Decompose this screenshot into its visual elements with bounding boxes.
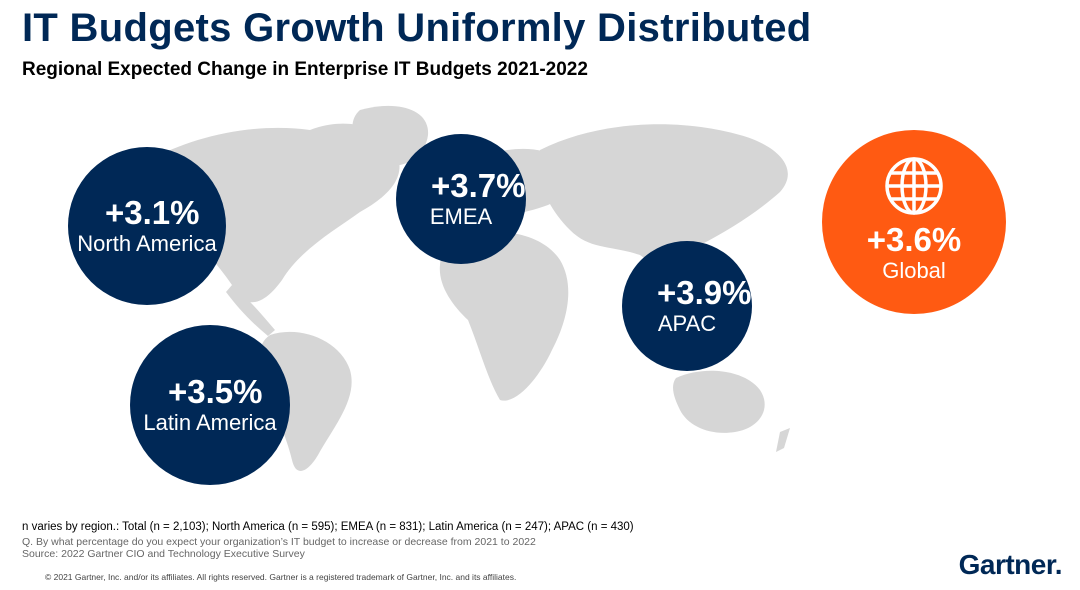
greenland-landmass — [352, 105, 429, 166]
copyright-notice: © 2021 Gartner, Inc. and/or its affiliat… — [45, 572, 517, 582]
globe-icon — [885, 157, 943, 215]
australia-landmass — [673, 370, 765, 433]
sample-footnote: n varies by region.: Total (n = 2,103); … — [22, 521, 634, 533]
apac-label: APAC — [657, 311, 717, 336]
emea-value: +3.7% — [431, 167, 526, 204]
question-footnote: Q. By what percentage do you expect your… — [22, 536, 536, 548]
latin-america-bubble: +3.5% Latin America — [130, 325, 290, 485]
south-america-landmass — [260, 331, 352, 471]
north-america-value: +3.1% — [105, 194, 200, 231]
north-america-label: North America — [77, 231, 217, 256]
emea-label: EMEA — [429, 204, 493, 229]
global-bubble: +3.6% Global — [822, 130, 1006, 314]
apac-value: +3.9% — [657, 274, 752, 311]
north-america-bubble: +3.1% North America — [68, 147, 226, 305]
latin-america-value: +3.5% — [168, 373, 263, 410]
emea-bubble: +3.7% EMEA — [396, 134, 526, 264]
slide-title: IT Budgets Growth Uniformly Distributed — [22, 6, 812, 50]
global-value: +3.6% — [866, 221, 962, 258]
apac-bubble: +3.9% APAC — [622, 241, 752, 371]
asia-landmass — [540, 124, 788, 263]
central-america-landmass — [226, 285, 275, 336]
source-footnote: Source: 2022 Gartner CIO and Technology … — [22, 548, 305, 560]
new-zealand-landmass — [776, 428, 790, 452]
global-label: Global — [882, 258, 946, 283]
gartner-logo: Gartner. — [958, 549, 1063, 580]
slide-subtitle: Regional Expected Change in Enterprise I… — [22, 59, 588, 80]
africa-landmass — [439, 231, 569, 401]
latin-america-label: Latin America — [143, 410, 277, 435]
